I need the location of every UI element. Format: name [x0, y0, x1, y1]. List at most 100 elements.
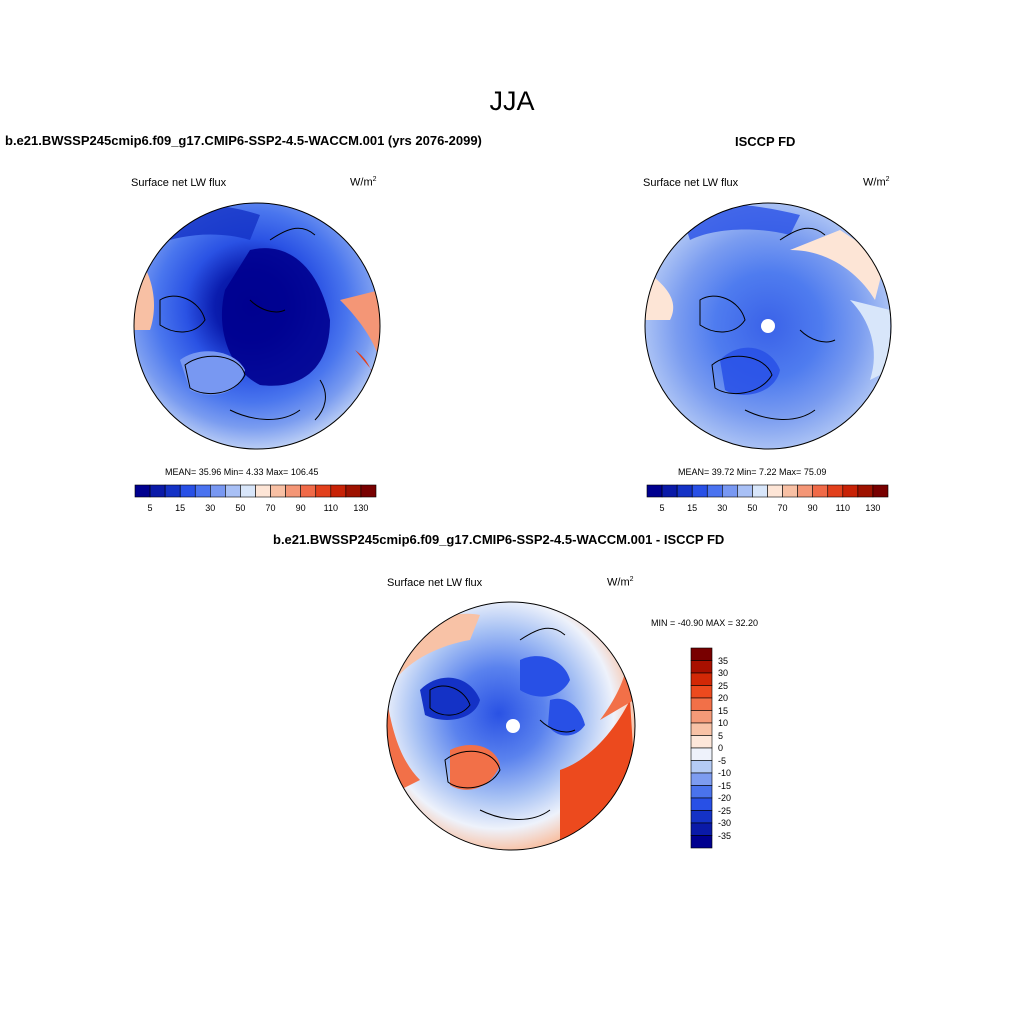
- diff-panel-title: b.e21.BWSSP245cmip6.f09_g17.CMIP6-SSP2-4…: [273, 532, 725, 547]
- model-variable-label: Surface net LW flux: [131, 177, 227, 189]
- colorbar-swatch: [255, 484, 271, 498]
- obs-colorbar: [646, 484, 889, 498]
- colorbar-swatch: [360, 484, 377, 498]
- colorbar-swatch: [210, 484, 226, 498]
- colorbar-tick-label: 110: [835, 503, 850, 513]
- colorbar-swatch: [240, 484, 256, 498]
- diff-variable-label: Surface net LW flux: [387, 577, 483, 589]
- colorbar-tick-label: 70: [777, 503, 788, 513]
- obs-panel-title: ISCCP FD: [735, 134, 796, 149]
- colorbar-tick-label: 90: [807, 503, 818, 513]
- colorbar-swatch: [690, 660, 713, 674]
- colorbar-swatch: [690, 772, 713, 786]
- colorbar-swatch: [690, 647, 713, 661]
- colorbar-swatch: [690, 672, 713, 686]
- colorbar-tick-label: -30: [718, 818, 732, 828]
- colorbar-tick-label: -25: [718, 805, 732, 816]
- colorbar-tick-label: 130: [353, 503, 369, 513]
- model-colorbar: [134, 484, 377, 498]
- colorbar-swatch: [690, 822, 713, 836]
- colorbar-swatch: [690, 747, 713, 761]
- model-stats: MEAN= 35.96 Min= 4.33 Max= 106.45: [165, 467, 319, 477]
- colorbar-tick-label: 5: [659, 503, 665, 513]
- colorbar-swatch: [661, 484, 678, 498]
- colorbar-swatch: [345, 484, 362, 498]
- diff-map-border: [386, 601, 636, 851]
- colorbar-tick-label: 50: [235, 503, 246, 513]
- colorbar-swatch: [646, 484, 663, 498]
- colorbar-swatch: [782, 484, 798, 498]
- colorbar-tick-label: 30: [718, 668, 729, 678]
- colorbar-swatch: [690, 735, 713, 749]
- colorbar-tick-label: 130: [865, 503, 881, 513]
- obs-polar-map: [645, 203, 891, 449]
- colorbar-swatch: [690, 785, 713, 799]
- colorbar-swatch: [300, 484, 317, 498]
- colorbar-swatch: [690, 697, 713, 711]
- obs-units: W/m2: [863, 176, 890, 189]
- colorbar-swatch: [827, 484, 844, 498]
- colorbar-tick-label: 5: [147, 503, 153, 513]
- colorbar-swatch: [179, 484, 196, 498]
- colorbar-swatch: [690, 810, 713, 824]
- colorbar-tick-label: 110: [323, 503, 338, 513]
- model-colorbar-labels: 5 15 30 50 70 90 110 130: [0, 503, 1024, 517]
- colorbar-tick-label: -5: [718, 755, 727, 766]
- obs-stats: MEAN= 39.72 Min= 7.22 Max= 75.09: [678, 467, 827, 477]
- colorbar-tick-label: 20: [718, 693, 729, 703]
- colorbar-tick-label: -20: [718, 793, 732, 803]
- colorbar-tick-label: -10: [718, 768, 732, 778]
- colorbar-tick-label: 30: [717, 503, 728, 513]
- colorbar-tick-label: 0: [718, 743, 724, 753]
- colorbar-swatch: [690, 797, 713, 811]
- model-map-border: [133, 202, 381, 450]
- colorbar-swatch: [812, 484, 829, 498]
- obs-map-border: [644, 202, 892, 450]
- colorbar-tick-label: 15: [687, 503, 698, 513]
- colorbar-swatch: [315, 484, 332, 498]
- colorbar-tick-label: 10: [718, 718, 729, 728]
- colorbar-swatch: [690, 760, 713, 774]
- obs-colorbar-labels: 5 15 30 50 70 90 110 130: [0, 503, 1024, 517]
- colorbar-swatch: [134, 484, 151, 498]
- colorbar-swatch: [225, 484, 241, 498]
- colorbar-swatch: [285, 484, 301, 498]
- figure-title: JJA: [489, 86, 535, 116]
- colorbar-tick-label: 15: [718, 705, 729, 716]
- colorbar-tick-label: 35: [718, 655, 729, 666]
- colorbar-swatch: [194, 484, 211, 498]
- colorbar-swatch: [690, 685, 713, 699]
- diff-colorbar-labels: 35 30 25 20 15 10 5 0 -5 -10 -15 -20 -25 -30 -35: [718, 0, 758, 1024]
- model-panel-title: b.e21.BWSSP245cmip6.f09_g17.CMIP6-SSP2-4…: [5, 133, 482, 148]
- colorbar-swatch: [797, 484, 813, 498]
- diff-units: W/m2: [607, 576, 634, 589]
- diff-colorbar: [690, 647, 713, 849]
- colorbar-swatch: [690, 835, 713, 849]
- colorbar-swatch: [872, 484, 889, 498]
- colorbar-swatch: [842, 484, 859, 498]
- diff-stats: MIN = -40.90 MAX = 32.20: [651, 618, 759, 628]
- colorbar-tick-label: 5: [718, 730, 724, 741]
- colorbar-swatch: [676, 484, 693, 498]
- colorbar-tick-label: -15: [718, 780, 732, 791]
- colorbar-tick-label: 15: [175, 503, 186, 513]
- colorbar-swatch: [691, 484, 708, 498]
- colorbar-tick-label: -35: [718, 830, 732, 841]
- colorbar-tick-label: 70: [265, 503, 276, 513]
- colorbar-swatch: [690, 710, 713, 724]
- diff-polar-map: [387, 602, 635, 850]
- colorbar-swatch: [149, 484, 166, 498]
- colorbar-tick-label: 30: [205, 503, 216, 513]
- model-units: W/m2: [350, 176, 377, 189]
- colorbar-swatch: [767, 484, 783, 498]
- model-polar-map: [134, 203, 380, 449]
- colorbar-tick-label: 90: [295, 503, 306, 513]
- colorbar-swatch: [857, 484, 874, 498]
- colorbar-tick-label: 25: [718, 680, 729, 691]
- colorbar-swatch: [164, 484, 181, 498]
- colorbar-swatch: [270, 484, 286, 498]
- colorbar-swatch: [330, 484, 347, 498]
- colorbar-tick-label: 50: [747, 503, 758, 513]
- obs-variable-label: Surface net LW flux: [643, 177, 739, 189]
